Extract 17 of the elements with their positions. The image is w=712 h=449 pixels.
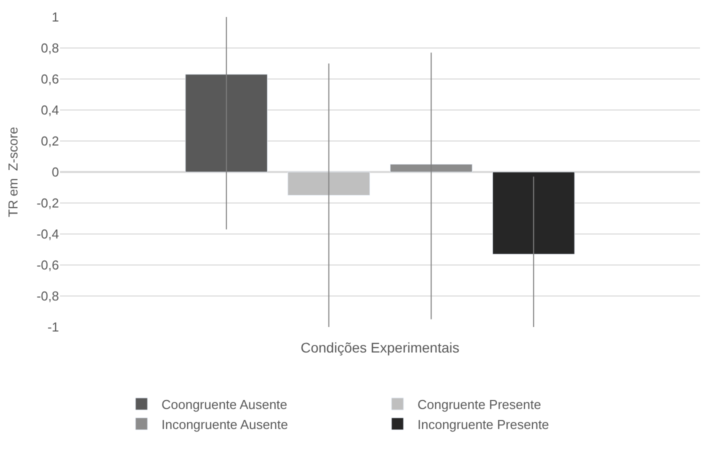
y-axis-title: TR em Z-score xyxy=(6,126,21,218)
y-tick-label: 0,4 xyxy=(40,102,59,118)
legend-label: Congruente Presente xyxy=(418,397,542,412)
legend-label: Incongruente Presente xyxy=(418,416,550,432)
y-tick-label: 0,2 xyxy=(40,134,59,149)
y-tick-label: 1 xyxy=(52,10,59,25)
legend-label: Incongruente Ausente xyxy=(162,416,288,432)
y-tick-label: -0,6 xyxy=(36,258,59,273)
y-tick-label: -1 xyxy=(47,320,59,335)
y-tick-label: 0,8 xyxy=(40,40,59,56)
y-tick-label: -0,4 xyxy=(36,226,59,242)
y-tick-label: -0,8 xyxy=(36,288,59,304)
legend-label: Coongruente Ausente xyxy=(162,397,288,412)
y-tick-label: 0,6 xyxy=(40,72,59,87)
y-tick-label: 0 xyxy=(52,164,59,180)
x-axis-title: Condições Experimentais xyxy=(300,339,460,356)
y-tick-label: -0,2 xyxy=(36,196,59,211)
